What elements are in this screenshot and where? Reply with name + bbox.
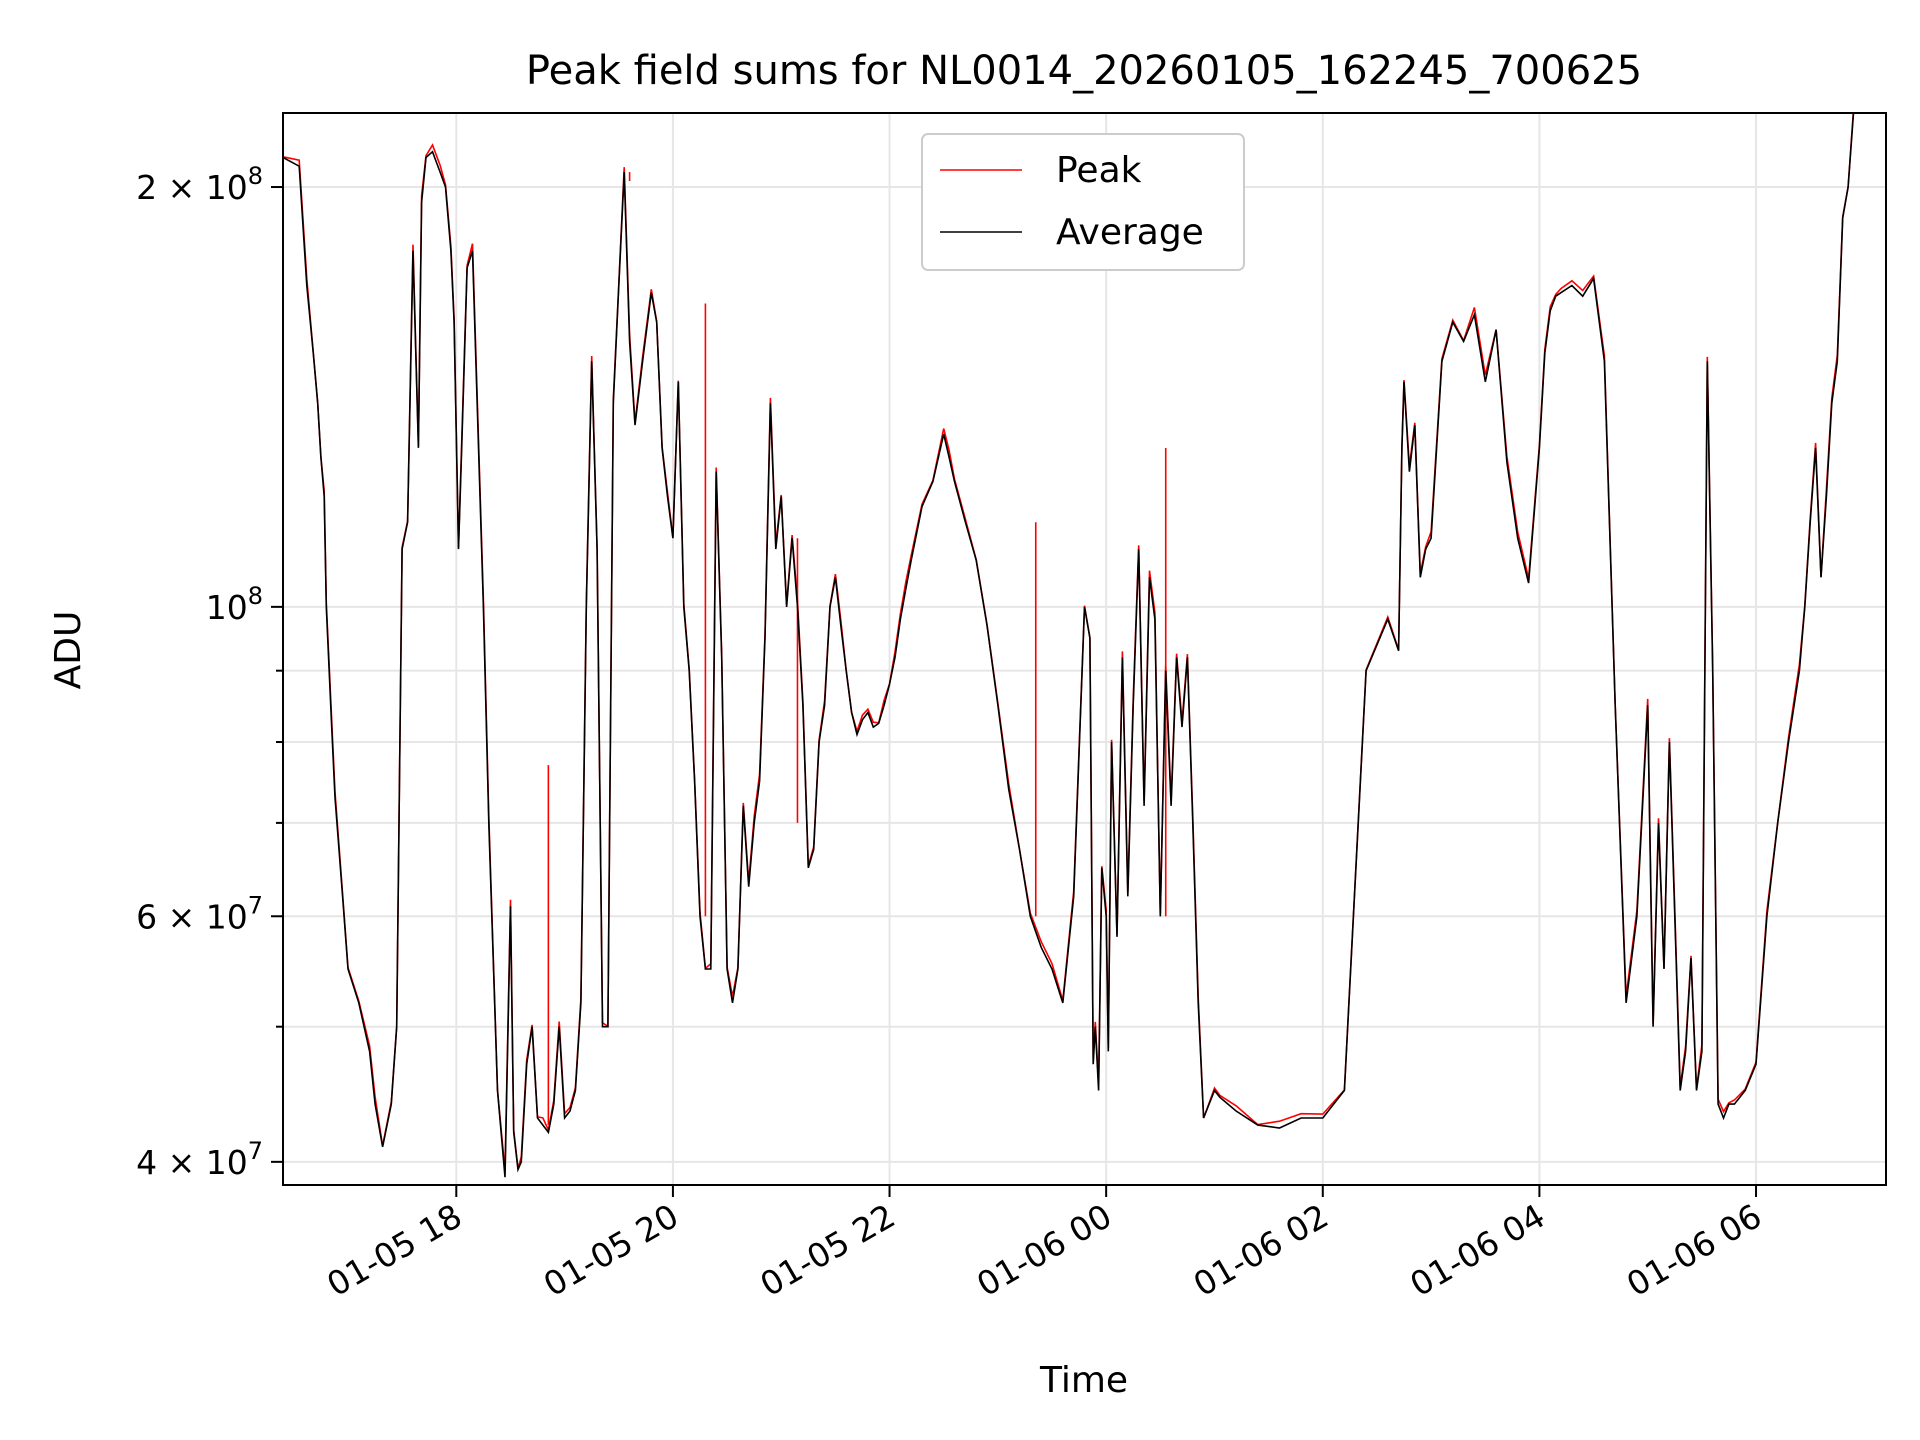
y-tick-label: 2 × 108 [136,162,263,207]
plot-frame [282,112,1887,1186]
y-axis-label: ADU [48,611,89,690]
legend-frame [921,133,1245,271]
x-axis-label: Time [1039,1360,1128,1401]
data-series [283,113,1855,1178]
legend-peak-label: Peak [1056,150,1142,191]
average-series-line [283,113,1855,1178]
y-tick-label: 6 × 107 [136,891,263,936]
chart-title: Peak field sums for NL0014_20260105_1622… [526,48,1642,94]
y-tick-label: 4 × 107 [136,1137,263,1182]
legend: Peak Average [921,133,1245,271]
legend-average-label: Average [1056,212,1204,253]
y-tick-label: 108 [206,582,263,627]
